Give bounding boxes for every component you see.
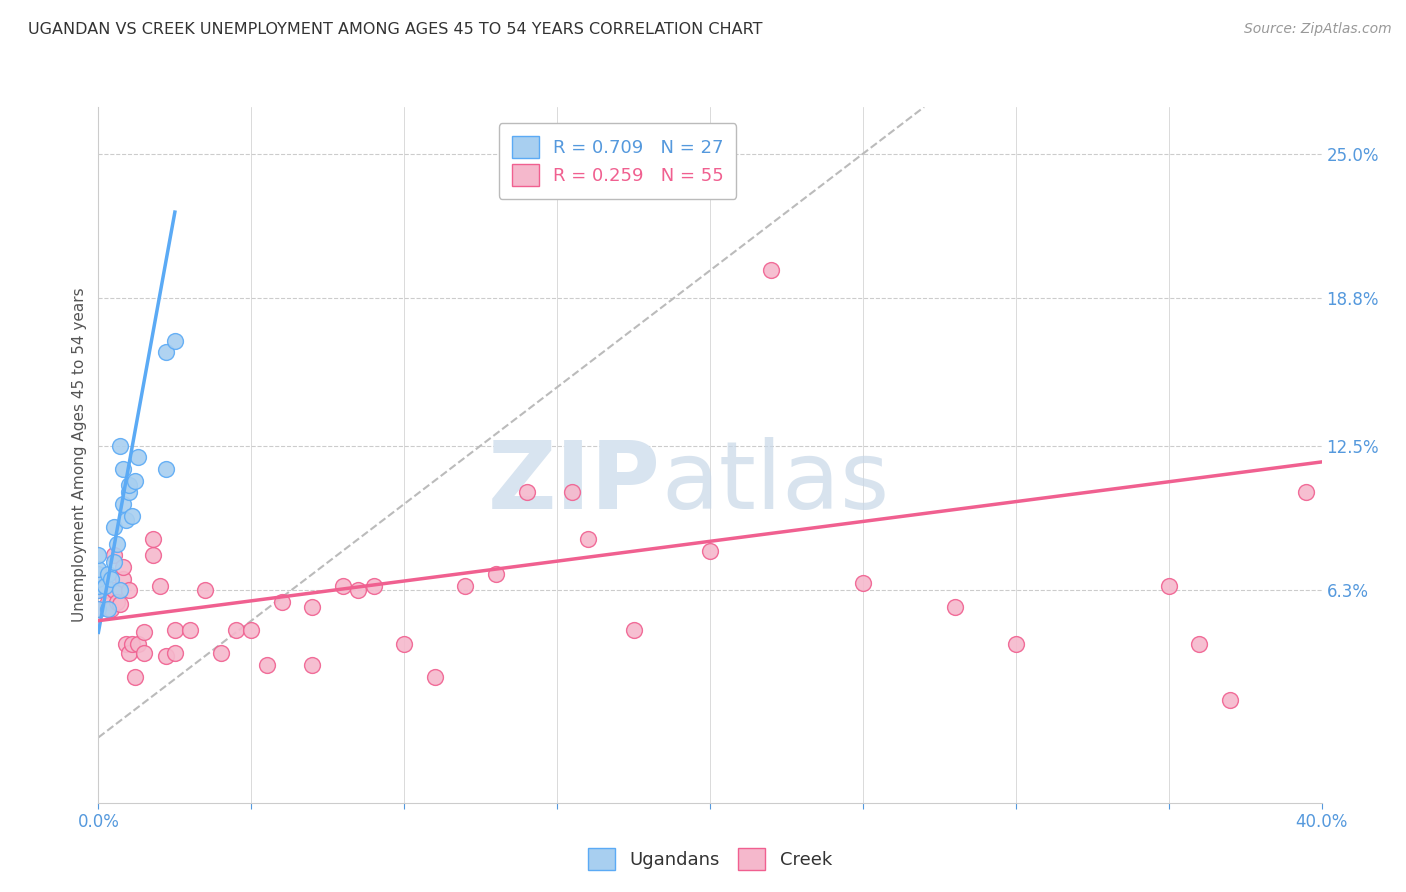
Point: [115, 513, 138, 527]
Point: [108, 439, 131, 453]
Point: [516, 485, 538, 500]
Point: [179, 623, 201, 637]
Point: [699, 543, 721, 558]
Point: [134, 625, 156, 640]
Point: [111, 497, 134, 511]
Point: [301, 599, 323, 614]
Point: [105, 536, 128, 550]
Point: [103, 555, 125, 569]
Point: [1004, 637, 1026, 651]
Point: [142, 549, 165, 563]
Point: [155, 648, 177, 663]
Point: [124, 670, 146, 684]
Legend: Ugandans, Creek: Ugandans, Creek: [581, 841, 839, 877]
Point: [115, 637, 138, 651]
Text: atlas: atlas: [661, 437, 890, 529]
Point: [163, 623, 186, 637]
Point: [943, 599, 966, 614]
Point: [392, 637, 416, 651]
Point: [87, 602, 110, 616]
Point: [108, 598, 131, 612]
Point: [127, 450, 149, 465]
Point: [1188, 637, 1211, 651]
Point: [111, 462, 134, 476]
Point: [270, 595, 292, 609]
Point: [124, 474, 146, 488]
Point: [134, 646, 156, 660]
Point: [87, 562, 110, 576]
Point: [623, 623, 645, 637]
Point: [155, 462, 177, 476]
Point: [852, 576, 875, 591]
Point: [142, 532, 165, 546]
Point: [454, 579, 477, 593]
Y-axis label: Unemployment Among Ages 45 to 54 years: Unemployment Among Ages 45 to 54 years: [72, 287, 87, 623]
Point: [103, 549, 125, 563]
Point: [155, 345, 177, 359]
Point: [194, 583, 217, 598]
Point: [108, 583, 131, 598]
Point: [97, 595, 120, 609]
Point: [87, 583, 110, 598]
Point: [149, 579, 172, 593]
Point: [87, 602, 110, 616]
Point: [118, 583, 141, 598]
Text: UGANDAN VS CREEK UNEMPLOYMENT AMONG AGES 45 TO 54 YEARS CORRELATION CHART: UGANDAN VS CREEK UNEMPLOYMENT AMONG AGES…: [28, 22, 762, 37]
Point: [103, 583, 125, 598]
Point: [209, 646, 232, 660]
Point: [163, 646, 186, 660]
Point: [1219, 693, 1241, 707]
Point: [561, 485, 583, 500]
Point: [301, 658, 323, 673]
Point: [127, 637, 149, 651]
Point: [423, 670, 446, 684]
Point: [111, 572, 134, 586]
Point: [97, 602, 120, 616]
Point: [87, 566, 110, 581]
Point: [225, 623, 247, 637]
Point: [93, 583, 115, 598]
Point: [97, 566, 120, 581]
Point: [100, 602, 122, 616]
Point: [87, 572, 110, 586]
Point: [103, 520, 125, 534]
Point: [118, 646, 141, 660]
Point: [121, 637, 143, 651]
Point: [576, 532, 599, 546]
Point: [347, 583, 370, 598]
Point: [87, 549, 110, 563]
Point: [93, 579, 115, 593]
Point: [332, 579, 354, 593]
Point: [105, 595, 128, 609]
Point: [163, 334, 186, 348]
Point: [256, 658, 278, 673]
Text: Source: ZipAtlas.com: Source: ZipAtlas.com: [1244, 22, 1392, 37]
Point: [111, 560, 134, 574]
Point: [118, 478, 141, 492]
Point: [240, 623, 263, 637]
Point: [363, 579, 385, 593]
Point: [485, 566, 508, 581]
Point: [118, 485, 141, 500]
Point: [87, 583, 110, 598]
Point: [759, 263, 782, 277]
Point: [100, 572, 122, 586]
Point: [87, 572, 110, 586]
Text: ZIP: ZIP: [488, 437, 661, 529]
Point: [121, 508, 143, 523]
Point: [1295, 485, 1317, 500]
Point: [87, 579, 110, 593]
Point: [1157, 579, 1180, 593]
